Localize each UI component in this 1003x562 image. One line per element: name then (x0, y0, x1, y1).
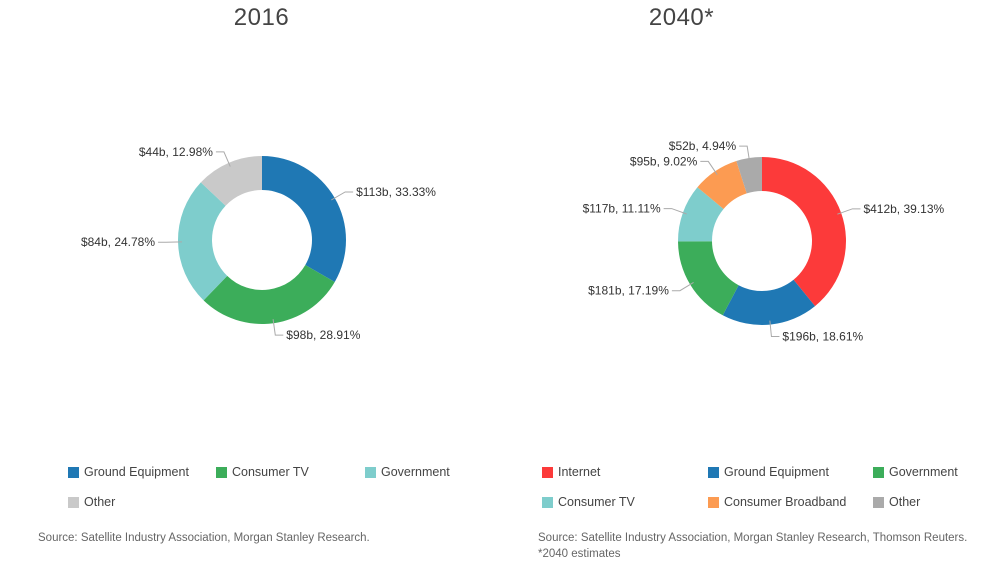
legend-item-consumer-broadband[interactable]: Consumer Broadband (708, 494, 846, 510)
legend-item-consumer-tv[interactable]: Consumer TV (216, 464, 309, 480)
slice-consumer-broadband[interactable] (697, 161, 747, 210)
chart-2016-panel: 2016 $113b, 33.33% $98b, 28.91% $84b, 24.7… (0, 0, 501, 562)
slice-ground-equipment[interactable] (722, 279, 816, 325)
leader-line-consumer-tv (272, 319, 284, 336)
leader-line-government (671, 282, 694, 292)
legend-label: Consumer TV (232, 465, 309, 479)
data-label-government: $181b, 17.19% (588, 284, 669, 298)
data-label-ground-equipment: $113b, 33.33% (356, 185, 436, 199)
leader-line-consumer-tv (663, 208, 687, 215)
slice-other[interactable] (200, 156, 262, 206)
data-label-other: $52b, 4.94% (669, 139, 737, 153)
legend-item-government[interactable]: Government (873, 464, 958, 480)
legend-swatch (708, 496, 719, 508)
legend-swatch (68, 496, 79, 508)
leader-line-ground-equipment (331, 191, 354, 201)
legend-item-other[interactable]: Other (873, 494, 920, 510)
legend-swatch (542, 496, 553, 508)
source-note-2040: Source: Satellite Industry Association, … (538, 532, 968, 560)
donut-chart-2016: $113b, 33.33% $98b, 28.91% $84b, 24.78% $44… (81, 145, 436, 342)
legend-swatch (708, 466, 719, 478)
legend-swatch (542, 466, 553, 478)
legend-swatch (365, 466, 376, 478)
legend-label: Government (381, 465, 450, 479)
legend-item-government[interactable]: Government (365, 464, 450, 480)
legend-label: Ground Equipment (724, 465, 829, 479)
slice-ground-equipment[interactable] (262, 156, 346, 282)
data-label-other: $44b, 12.98% (139, 145, 213, 159)
leader-line-internet (837, 208, 861, 215)
legend-swatch (216, 466, 227, 478)
data-label-government: $84b, 24.78% (81, 235, 155, 249)
chart-2040-panel: 2040* $412b, 39.13% $196b, 18.61% $181b, 1… (501, 0, 1002, 562)
data-label-ground-equipment: $196b, 18.61% (782, 330, 863, 344)
leader-line-other (215, 151, 231, 167)
legend-label: Other (889, 495, 921, 509)
legend-item-consumer-tv[interactable]: Consumer TV (542, 494, 635, 510)
legend-label: Consumer TV (558, 495, 635, 509)
legend-label: Ground Equipment (84, 465, 189, 479)
slice-consumer-tv[interactable] (678, 187, 724, 242)
legend-item-ground-equipment[interactable]: Ground Equipment (68, 464, 189, 480)
source-note-2016: Source: Satellite Industry Association, … (38, 532, 370, 544)
leader-line-consumer-broadband (700, 160, 718, 175)
legend-label: Government (889, 465, 958, 479)
slice-government[interactable] (678, 241, 739, 316)
legend-label: Consumer Broadband (724, 495, 847, 509)
data-label-consumer-broadband: $95b, 9.02% (630, 154, 698, 168)
chart-title-2016: 2016 (233, 4, 290, 31)
legend-item-internet[interactable]: Internet (542, 464, 600, 480)
slice-consumer-tv[interactable] (203, 265, 335, 324)
donut-chart-2040: $412b, 39.13% $196b, 18.61% $181b, 17.19% $… (583, 139, 945, 344)
legend-item-ground-equipment[interactable]: Ground Equipment (708, 464, 829, 480)
legend-swatch (873, 496, 884, 508)
data-label-internet: $412b, 39.13% (863, 202, 944, 216)
slice-other[interactable] (736, 157, 762, 194)
legend-label: Other (84, 495, 116, 509)
legend-label: Internet (558, 465, 601, 479)
slice-internet[interactable] (762, 157, 846, 307)
data-label-consumer-tv: $98b, 28.91% (286, 328, 360, 342)
chart-title-2040: 2040* (648, 4, 715, 31)
legend-swatch (68, 466, 79, 478)
leader-line-ground-equipment (769, 320, 780, 338)
legend-item-other[interactable]: Other (68, 494, 115, 510)
leader-line-other (739, 145, 751, 163)
data-label-consumer-tv: $117b, 11.11% (583, 202, 661, 216)
slice-government[interactable] (178, 182, 228, 301)
legend-swatch (873, 466, 884, 478)
